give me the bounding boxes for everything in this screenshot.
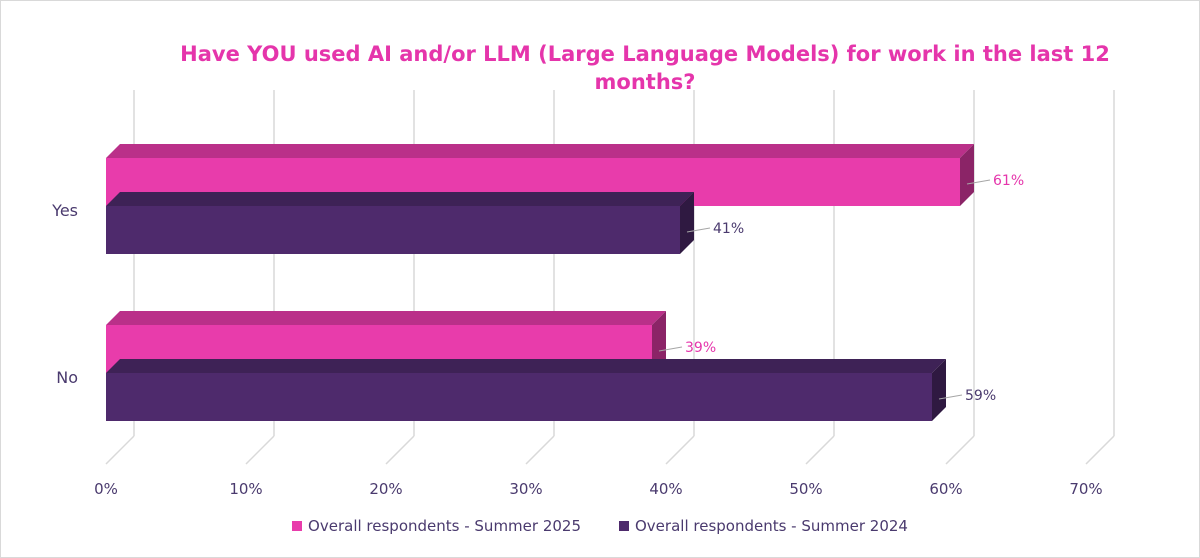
category-label-1: No [56, 368, 78, 387]
chart-title: Have YOU used AI and/or LLM (Large Langu… [180, 42, 1110, 94]
gridline-floor-4 [665, 435, 695, 465]
data-label-1-1: 59% [965, 388, 996, 404]
bar-side-0-1 [680, 192, 694, 254]
x-tick-label-0: 0% [94, 480, 118, 498]
legend-label-series-2: Overall respondents - Summer 2024 [635, 517, 908, 535]
gridline-floor-2 [385, 435, 415, 465]
bar-side-0-0 [960, 144, 974, 206]
bar-top-1-0 [106, 311, 666, 325]
x-tick-label-5: 50% [789, 480, 822, 498]
bar-side-1-0 [652, 311, 666, 373]
chart-legend: Overall respondents - Summer 2025 Overal… [0, 517, 1200, 535]
x-tick-label-7: 70% [1069, 480, 1102, 498]
data-label-1-0: 39% [685, 340, 716, 356]
bar-1-1 [106, 373, 932, 421]
bar-top-0-0 [106, 144, 974, 158]
bar-top-1-1 [106, 359, 946, 373]
legend-swatch-series-1 [292, 521, 303, 531]
bar-0-1 [106, 206, 680, 254]
data-label-0-1: 41% [713, 221, 744, 237]
bar-top-0-1 [106, 192, 694, 206]
gridline-floor-3 [525, 435, 555, 465]
x-tick-label-2: 20% [369, 480, 402, 498]
legend-swatch-series-2 [619, 521, 629, 531]
data-label-0-0: 61% [993, 173, 1024, 189]
bar-side-1-1 [932, 359, 946, 421]
gridline-floor-0 [105, 435, 135, 465]
category-label-0: Yes [51, 201, 78, 220]
gridline-floor-5 [805, 435, 835, 465]
data-label-leader-0-1 [686, 227, 711, 233]
legend-label-series-1: Overall respondents - Summer 2025 [308, 517, 581, 535]
x-tick-label-4: 40% [649, 480, 682, 498]
x-tick-label-1: 10% [229, 480, 262, 498]
x-tick-label-6: 60% [929, 480, 962, 498]
gridline-floor-1 [245, 435, 275, 465]
legend-item-series-2: Overall respondents - Summer 2024 [619, 517, 908, 535]
data-label-leader-1-1 [938, 394, 963, 400]
data-label-leader-0-0 [966, 179, 991, 185]
gridline-floor-7 [1085, 435, 1115, 465]
legend-item-series-1: Overall respondents - Summer 2025 [292, 517, 581, 535]
x-tick-label-3: 30% [509, 480, 542, 498]
data-label-leader-1-0 [658, 346, 683, 352]
gridline-floor-6 [945, 435, 975, 465]
chart-plot: 0% 10% 20% 30% 40% 50% 60% 70% Yes 61% 41% No 39% 59% [51, 90, 1115, 498]
